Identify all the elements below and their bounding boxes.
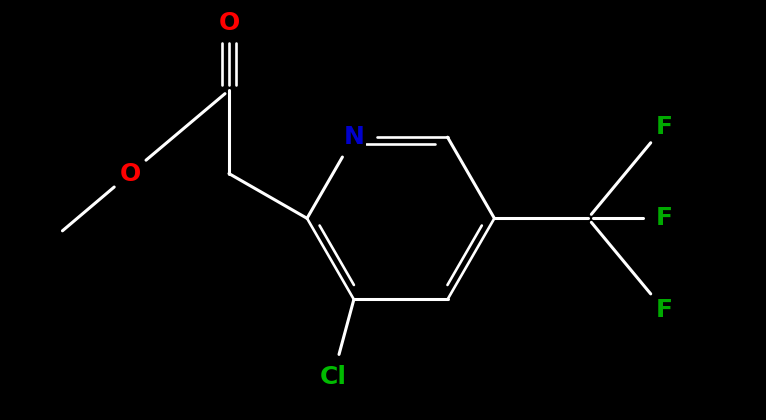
Text: O: O <box>218 10 240 35</box>
Text: O: O <box>119 162 141 186</box>
Text: Cl: Cl <box>319 365 346 388</box>
Text: N: N <box>343 125 365 149</box>
Text: F: F <box>656 206 673 230</box>
Text: F: F <box>656 298 673 322</box>
Text: F: F <box>656 115 673 139</box>
